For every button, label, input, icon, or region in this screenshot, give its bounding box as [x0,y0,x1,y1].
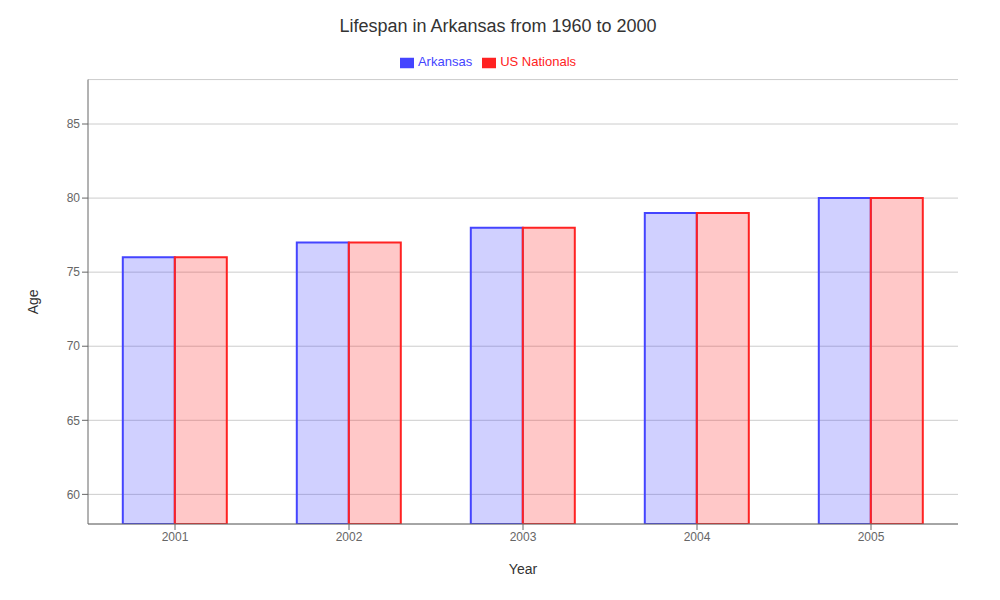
svg-text:2001: 2001 [162,530,189,544]
svg-text:80: 80 [67,191,81,205]
svg-text:75: 75 [67,265,81,279]
html-text:US Nationals: US Nationals [500,54,576,69]
html-text:Arkansas: Arkansas [418,54,473,69]
svg-text:Year: Year [509,561,538,577]
svg-text:70: 70 [67,339,81,353]
svg-text:60: 60 [67,488,81,502]
svg-text:2003: 2003 [510,530,537,544]
svg-text:2002: 2002 [336,530,363,544]
svg-text:65: 65 [67,414,81,428]
html-text:Lifespan in Arkansas from 1960: Lifespan in Arkansas from 1960 to 2000 [339,16,657,36]
svg-text:2004: 2004 [684,530,711,544]
svg-text:85: 85 [67,117,81,131]
svg-text:2005: 2005 [858,530,885,544]
svg-text:Age: Age [25,289,41,314]
